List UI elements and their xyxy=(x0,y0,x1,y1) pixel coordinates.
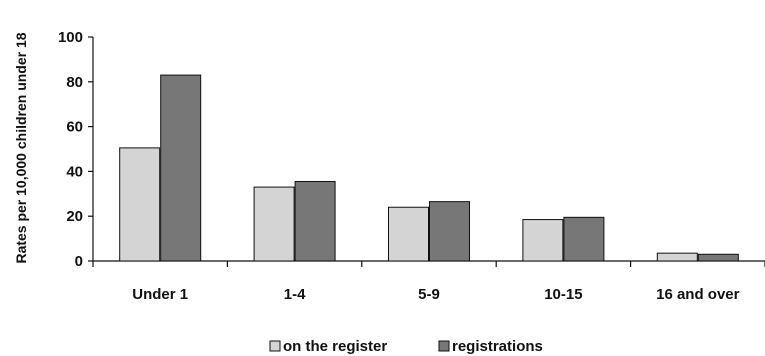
bar-on-the-register xyxy=(253,186,295,262)
x-tick-label: 1-4 xyxy=(284,286,306,303)
x-tick-label: 5-9 xyxy=(418,286,440,303)
bar-on-the-register xyxy=(119,147,161,262)
legend-label: on the register xyxy=(283,338,387,355)
legend: on the register registrations xyxy=(269,338,543,355)
y-axis: 0 20 40 60 80 100 xyxy=(58,29,94,270)
legend-label: registrations xyxy=(452,338,543,355)
y-tick-label: 100 xyxy=(58,29,83,46)
y-axis-title: Rates per 10,000 children under 18 xyxy=(13,32,29,263)
bars-group xyxy=(119,74,739,262)
bar-on-the-register xyxy=(656,252,698,262)
bar-registrations xyxy=(294,180,336,262)
y-tick-label: 0 xyxy=(75,253,83,270)
legend-swatch xyxy=(438,340,450,352)
x-axis: Under 1 1-4 5-9 10-15 16 and over xyxy=(92,260,765,303)
bar-on-the-register xyxy=(388,206,429,262)
bar-registrations xyxy=(697,253,739,262)
bar-on-the-register xyxy=(522,219,564,262)
bar-registrations xyxy=(563,216,605,262)
legend-swatch xyxy=(269,340,281,352)
y-tick-label: 40 xyxy=(66,163,83,180)
y-tick-label: 20 xyxy=(66,208,83,225)
x-tick-label: 10-15 xyxy=(544,286,582,303)
bar-registrations xyxy=(160,74,202,262)
y-tick-label: 80 xyxy=(66,74,83,91)
x-tick-label: Under 1 xyxy=(132,286,188,303)
y-tick-label: 60 xyxy=(66,119,83,136)
x-tick-label: 16 and over xyxy=(656,286,740,303)
bar-registrations xyxy=(429,201,470,262)
